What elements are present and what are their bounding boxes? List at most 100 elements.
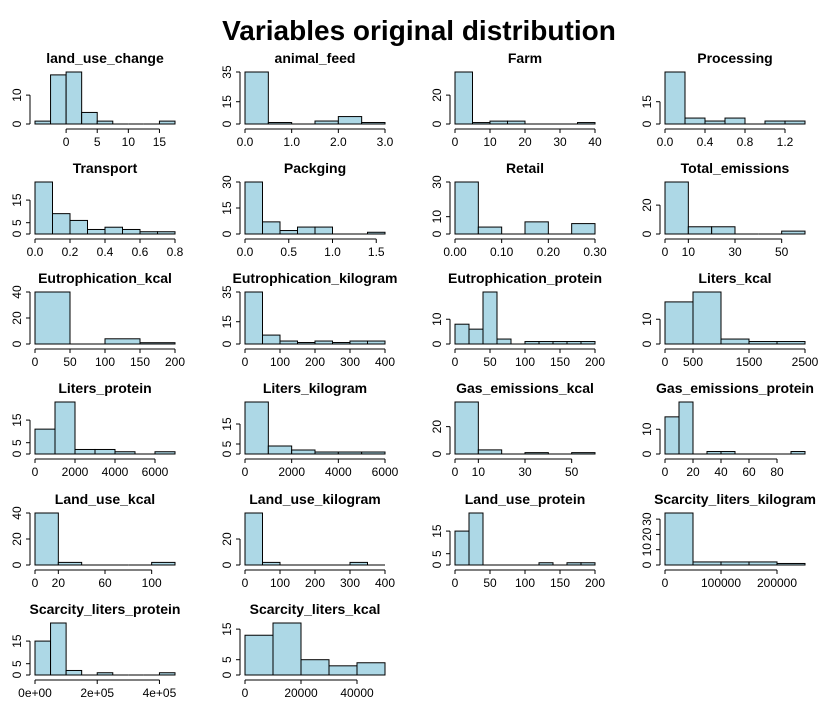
histogram-bar [552, 341, 568, 345]
x-tick-label: 0.5 [280, 245, 297, 259]
histogram-bar [34, 181, 53, 235]
x-tick-label: 20 [518, 135, 532, 149]
histogram-bar [337, 116, 363, 125]
histogram-bar [122, 228, 141, 235]
panel-title: Gas_emissions_protein [656, 380, 814, 396]
histogram-bar [706, 451, 722, 455]
panel-title: land_use_change [46, 50, 164, 66]
y-tick-label: 30 [430, 175, 444, 189]
x-tick-label: 0.0 [237, 135, 254, 149]
histogram-bar [684, 117, 706, 125]
y-tick-label: 15 [220, 201, 234, 215]
histogram-bar [74, 448, 96, 455]
x-tick-label: 0 [242, 355, 249, 369]
histogram-bar [577, 122, 596, 125]
x-tick-label: 4000 [102, 465, 129, 479]
x-tick-label: 20 [686, 465, 700, 479]
x-tick-label: 100000 [701, 576, 741, 590]
histogram-bar [524, 452, 549, 455]
x-tick-label: 80 [770, 465, 784, 479]
histogram-bar [580, 562, 596, 566]
x-tick-label: 20000 [284, 686, 318, 700]
histogram-bar [157, 231, 176, 235]
histogram-bar [34, 512, 59, 566]
x-tick-label: 1.0 [283, 135, 300, 149]
histogram-bar [724, 117, 746, 125]
y-tick-label: 0 [10, 120, 24, 127]
histogram-bar [468, 328, 484, 345]
histogram-bar [507, 120, 526, 125]
x-tick-label: 0 [242, 576, 249, 590]
histogram-bar [34, 640, 52, 676]
x-tick-label: 0 [32, 355, 39, 369]
histogram-panel: Total_emissions 0 10 30 50 0 20 [640, 160, 806, 259]
histogram-bar [96, 120, 114, 125]
x-tick-label: 30 [728, 245, 742, 259]
y-tick-label: 40 [10, 285, 24, 299]
y-tick-label: 0 [220, 450, 234, 457]
x-tick-label: 0 [452, 465, 459, 479]
x-tick-label: 0 [662, 355, 669, 369]
y-tick-label: 0 [640, 450, 654, 457]
histogram-bar [158, 120, 176, 125]
histogram-panel: Liters_protein 0 2000 4000 6000 0 5 15 [10, 380, 176, 479]
y-tick-label: 20 [430, 88, 444, 102]
histogram-bar [69, 219, 88, 235]
panel-title: Processing [697, 50, 772, 66]
panel-title: Scarcity_liters_protein [30, 601, 181, 617]
x-tick-label: 10 [682, 245, 696, 259]
x-tick-label: 50 [483, 355, 497, 369]
x-tick-label: 50 [63, 355, 77, 369]
y-tick-label: 15 [640, 95, 654, 109]
x-tick-label: 0.0 [237, 245, 254, 259]
histogram-bar [764, 120, 786, 125]
x-tick-label: 0.10 [490, 245, 514, 259]
histogram-bar [81, 111, 98, 125]
x-tick-label: 50 [565, 465, 579, 479]
x-tick-label: 100 [142, 576, 162, 590]
histogram-bar [472, 122, 491, 125]
histogram-bar [262, 334, 281, 345]
x-tick-label: 0.0 [657, 135, 674, 149]
x-tick-label: 0 [662, 465, 669, 479]
x-tick-label: 50 [775, 245, 789, 259]
histogram-bar [477, 449, 503, 455]
histogram-bar [454, 401, 479, 455]
y-tick-label: 20 [10, 311, 24, 325]
histogram-bar [300, 659, 330, 676]
x-tick-label: 40000 [340, 686, 374, 700]
histogram-bar [244, 634, 274, 676]
y-tick-label: 10 [640, 422, 654, 436]
histogram-bar [244, 291, 263, 345]
x-tick-label: 0.6 [132, 245, 149, 259]
panel-title: Farm [508, 50, 542, 66]
histogram-bar [454, 71, 473, 125]
histogram-bar [244, 512, 263, 566]
x-tick-label: 0e+00 [18, 686, 52, 700]
histogram-bar [748, 341, 778, 345]
y-tick-label: 20 [10, 532, 24, 546]
panel-title: Land_use_kcal [55, 491, 155, 507]
histogram-bar [664, 301, 694, 345]
y-tick-label: 15 [220, 95, 234, 109]
main-title: Variables original distribution [222, 15, 616, 46]
y-tick-label: 0 [220, 120, 234, 127]
histogram-bar [538, 562, 554, 566]
histogram-bar [524, 341, 540, 345]
x-tick-label: 150 [130, 355, 150, 369]
histogram-bar [454, 323, 470, 345]
histogram-bar [104, 226, 123, 235]
histogram-panel: animal_feed 0.0 1.0 2.0 3.0 0 15 35 [220, 50, 394, 149]
y-tick-label: 30 [640, 512, 654, 526]
y-tick-label: 5 [10, 660, 24, 667]
y-tick-label: 5 [430, 550, 444, 557]
y-tick-label: 0 [220, 340, 234, 347]
histogram-bar [272, 622, 302, 676]
histogram-bar [50, 622, 67, 676]
histogram-panel: Retail 0.00 0.10 0.20 0.30 0 10 30 [430, 160, 607, 259]
x-tick-label: 1500 [736, 355, 763, 369]
x-tick-label: 20 [52, 576, 66, 590]
histogram-panel: Gas_emissions_protein 0 20 40 60 80 0 10 [640, 380, 814, 479]
histogram-panel: Land_use_kilogram 0 100 200 300 400 0 20 [220, 491, 395, 590]
y-tick-label: 10 [430, 210, 444, 224]
